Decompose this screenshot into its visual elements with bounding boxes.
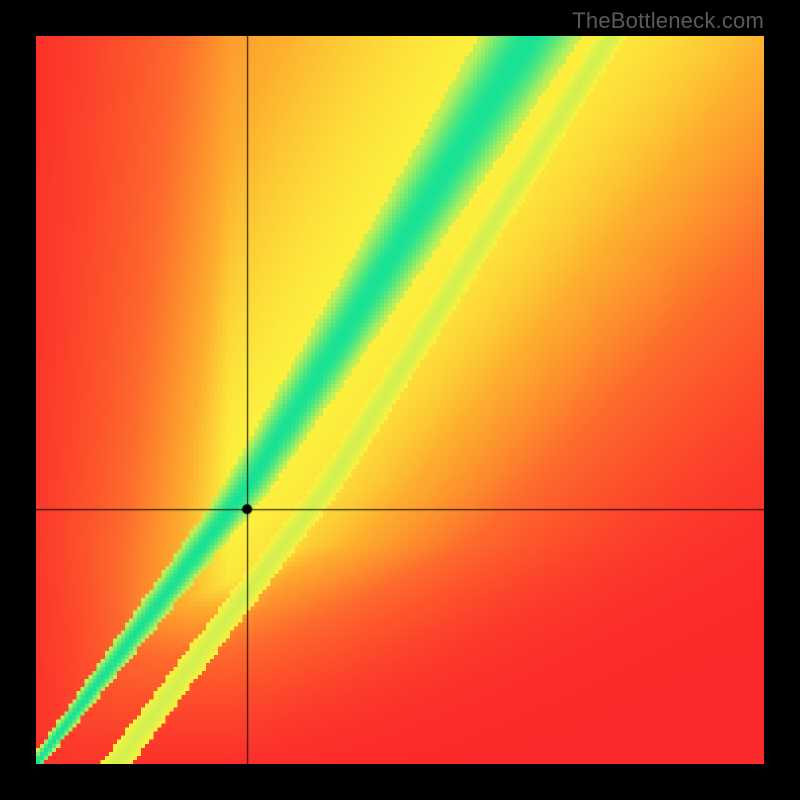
watermark-text: TheBottleneck.com xyxy=(572,8,764,34)
figure-container: TheBottleneck.com xyxy=(0,0,800,800)
crosshair-overlay xyxy=(36,36,764,764)
